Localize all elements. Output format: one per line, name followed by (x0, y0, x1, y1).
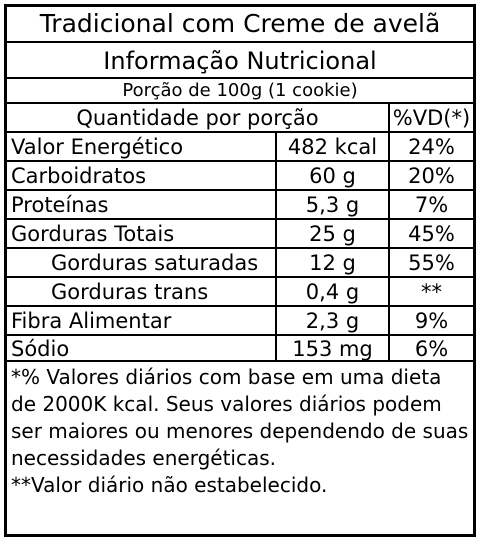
nutrient-name: Gorduras saturadas (51, 251, 259, 275)
product-title: Tradicional com Creme de avelã (7, 7, 473, 43)
nutrition-label: Tradicional com Creme de avelã Informaçã… (4, 4, 476, 537)
table-row-sodium: Sódio 153 mg 6% (7, 336, 473, 362)
nutrient-vd: 45% (388, 220, 473, 247)
nutrient-name: Sódio (11, 337, 70, 360)
table-row-total-fat: Gorduras Totais 25 g 45% (7, 220, 473, 249)
nutrient-name: Carboidratos (11, 164, 147, 188)
nutrient-amount: 25 g (275, 220, 388, 247)
quantity-header: Quantidade por porção (76, 106, 319, 130)
nutrient-vd: 55% (388, 249, 473, 276)
nutrient-name: Fibra Alimentar (11, 309, 172, 333)
daily-value-footnote: *% Valores diários com base em uma dieta… (11, 365, 469, 470)
nutrient-name: Proteínas (11, 193, 109, 217)
nutrient-amount: 5,3 g (275, 191, 388, 218)
nutrient-vd: 20% (388, 162, 473, 189)
footnotes: *% Valores diários com base em uma dieta… (7, 362, 473, 534)
vd-header: %VD(*) (388, 104, 473, 131)
table-header: Quantidade por porção %VD(*) (7, 104, 473, 133)
table-row-fiber: Fibra Alimentar 2,3 g 9% (7, 307, 473, 336)
nutrient-vd: 9% (388, 307, 473, 334)
nutrient-amount: 482 kcal (275, 133, 388, 160)
nutrient-amount: 0,4 g (275, 278, 388, 305)
nutrition-info-heading: Informação Nutricional (7, 43, 473, 79)
portion-size: Porção de 100g (1 cookie) (7, 79, 473, 104)
nutrient-name: Valor Energético (11, 135, 184, 159)
nutrient-name: Gorduras Totais (11, 222, 175, 246)
nutrient-amount: 60 g (275, 162, 388, 189)
nutrient-vd: 24% (388, 133, 473, 160)
table-row-energy: Valor Energético 482 kcal 24% (7, 133, 473, 162)
table-row-trans-fat: Gorduras trans 0,4 g ** (7, 278, 473, 307)
table-row-protein: Proteínas 5,3 g 7% (7, 191, 473, 220)
table-row-saturated-fat: Gorduras saturadas 12 g 55% (7, 249, 473, 278)
table-row-carbs: Carboidratos 60 g 20% (7, 162, 473, 191)
no-daily-value-footnote: **Valor diário não estabelecido. (11, 473, 328, 497)
nutrient-amount: 12 g (275, 249, 388, 276)
nutrient-vd: ** (388, 278, 473, 305)
nutrient-vd: 7% (388, 191, 473, 218)
nutrient-amount: 2,3 g (275, 307, 388, 334)
nutrient-name: Gorduras trans (51, 280, 209, 304)
nutrient-amount: 153 mg (275, 336, 388, 360)
nutrient-vd: 6% (388, 336, 473, 360)
